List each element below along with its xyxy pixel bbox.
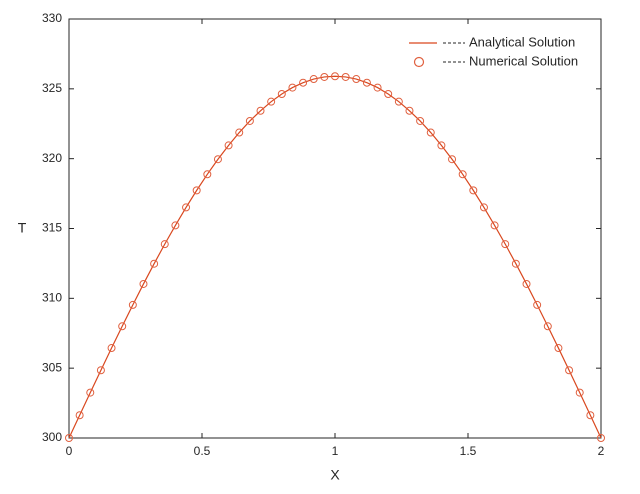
- data-point: [192, 186, 201, 195]
- x-tick-label: 1.5: [460, 444, 477, 458]
- data-point: [213, 155, 222, 164]
- y-tick-label: 325: [42, 81, 62, 95]
- data-point: [373, 83, 382, 92]
- data-point: [362, 78, 371, 87]
- data-point: [245, 116, 254, 125]
- data-point: [522, 279, 531, 288]
- x-tick-label: 0: [66, 444, 73, 458]
- data-point: [182, 203, 191, 212]
- data-point: [511, 259, 520, 268]
- data-point: [309, 75, 318, 84]
- data-point: [469, 186, 478, 195]
- data-point: [437, 141, 446, 150]
- data-point: [426, 128, 435, 137]
- y-tick-label: 330: [42, 11, 62, 25]
- x-tick-label: 1: [332, 444, 339, 458]
- data-point: [288, 83, 297, 92]
- data-line: [68, 75, 602, 439]
- data-point: [118, 322, 127, 331]
- data-point: [320, 72, 329, 81]
- data-point: [458, 170, 467, 179]
- y-tick-label: 310: [42, 291, 62, 305]
- data-point: [107, 344, 116, 353]
- data-point: [128, 300, 137, 309]
- data-point: [394, 97, 403, 106]
- data-point: [224, 141, 233, 150]
- data-point: [575, 388, 584, 397]
- data-point: [565, 366, 574, 375]
- y-tick-label: 315: [42, 221, 62, 235]
- data-point: [160, 240, 169, 249]
- y-tick-label: 320: [42, 151, 62, 165]
- legend-label: Numerical Solution: [469, 53, 578, 68]
- data-point: [203, 170, 212, 179]
- data-point: [256, 106, 265, 115]
- y-axis-label: T: [18, 220, 27, 236]
- data-point: [501, 240, 510, 249]
- data-point: [405, 106, 414, 115]
- data-point: [65, 434, 73, 442]
- x-tick-label: 0.5: [194, 444, 211, 458]
- data-point: [352, 75, 361, 84]
- data-point: [331, 72, 339, 81]
- data-point: [533, 300, 542, 309]
- data-point: [267, 97, 276, 106]
- data-point: [597, 434, 605, 442]
- data-point: [86, 388, 95, 397]
- data-point: [479, 203, 488, 212]
- data-point: [448, 155, 457, 164]
- x-axis-label: X: [330, 467, 340, 483]
- data-point: [586, 411, 595, 420]
- data-point: [543, 322, 552, 331]
- y-tick-label: 305: [42, 360, 62, 374]
- data-point: [341, 72, 350, 81]
- data-point: [75, 411, 84, 420]
- data-point: [554, 344, 563, 353]
- data-point: [384, 90, 393, 99]
- legend-label: Analytical Solution: [469, 34, 575, 49]
- data-point: [490, 221, 499, 230]
- data-point: [139, 279, 148, 288]
- data-point: [235, 128, 244, 137]
- data-point: [96, 366, 105, 375]
- x-tick-label: 2: [598, 444, 605, 458]
- data-point: [416, 116, 425, 125]
- data-point: [299, 78, 308, 87]
- data-point: [171, 221, 180, 230]
- data-point: [150, 259, 159, 268]
- data-point: [277, 90, 286, 99]
- legend-marker: [413, 56, 425, 68]
- y-tick-label: 300: [42, 430, 62, 444]
